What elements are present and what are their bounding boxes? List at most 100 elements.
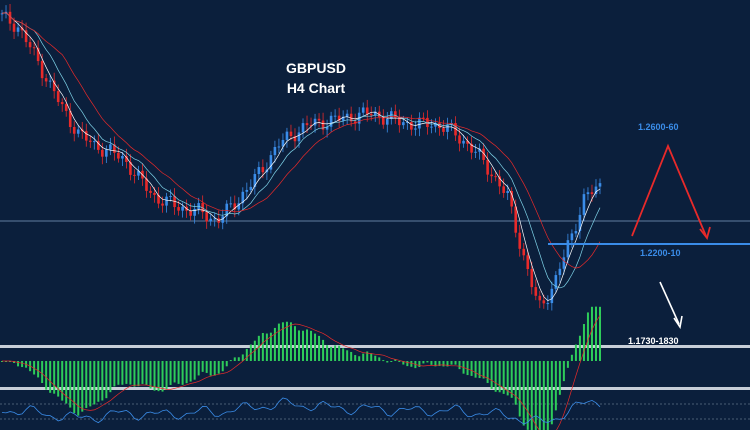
histogram-bar bbox=[402, 361, 405, 365]
candle-body bbox=[8, 11, 12, 24]
candle-body bbox=[317, 118, 321, 121]
candle-body bbox=[526, 255, 530, 270]
histogram-bar bbox=[37, 361, 40, 378]
candle-body bbox=[149, 190, 152, 193]
candle-body bbox=[518, 232, 522, 249]
candle-body bbox=[586, 192, 590, 195]
histogram-bar bbox=[358, 356, 361, 361]
oscillator-line bbox=[1, 397, 601, 425]
candle-body bbox=[88, 140, 92, 142]
histogram-bar bbox=[510, 361, 513, 398]
histogram-bar bbox=[9, 361, 12, 362]
candle-body bbox=[514, 206, 518, 233]
histogram-bar bbox=[486, 361, 489, 383]
histogram-bar bbox=[181, 361, 184, 385]
histogram-bar bbox=[173, 361, 176, 383]
histogram-bar bbox=[330, 346, 333, 361]
histogram-bar bbox=[69, 361, 72, 408]
candle-body bbox=[273, 146, 277, 156]
histogram-bar bbox=[205, 361, 208, 373]
candle-body bbox=[337, 115, 341, 121]
candle-body bbox=[40, 61, 44, 79]
level-label-middle: 1.2200-10 bbox=[640, 248, 681, 258]
candle-body bbox=[470, 143, 473, 153]
histogram-bar bbox=[506, 361, 509, 396]
histogram-bar bbox=[390, 361, 393, 362]
histogram-bar bbox=[149, 361, 152, 389]
candle-body bbox=[117, 152, 120, 159]
candle-body bbox=[566, 240, 570, 258]
candle-body bbox=[466, 140, 469, 144]
candle-body bbox=[177, 207, 180, 211]
histogram-bar bbox=[217, 361, 220, 374]
histogram-bar bbox=[514, 361, 517, 405]
histogram-bar bbox=[237, 357, 240, 361]
histogram-bar bbox=[378, 357, 381, 361]
candle-body bbox=[16, 27, 20, 32]
candle-body bbox=[398, 117, 401, 126]
histogram-bar bbox=[470, 361, 473, 376]
level-label-upper: 1.2600-60 bbox=[638, 122, 679, 132]
candle-body bbox=[574, 231, 578, 234]
candle-body bbox=[345, 113, 349, 117]
histogram-bar bbox=[53, 361, 56, 394]
histogram-bar bbox=[478, 361, 481, 379]
chart-subtitle: H4 Chart bbox=[286, 80, 346, 96]
histogram-bar bbox=[350, 351, 353, 361]
histogram-bar bbox=[494, 361, 497, 392]
candle-body bbox=[406, 121, 409, 123]
histogram-bar bbox=[93, 361, 96, 405]
histogram-bar bbox=[213, 361, 216, 376]
candle-body bbox=[438, 122, 441, 129]
candle-body bbox=[562, 257, 566, 269]
histogram-bar bbox=[590, 306, 593, 361]
histogram-bar bbox=[289, 322, 292, 361]
candle-body bbox=[229, 203, 233, 205]
candle-body bbox=[361, 107, 365, 113]
histogram-bar bbox=[97, 361, 100, 402]
candle-body bbox=[64, 104, 68, 111]
projection-arrowhead-down bbox=[673, 315, 683, 330]
histogram-bar bbox=[57, 361, 60, 397]
histogram-bar bbox=[5, 361, 8, 362]
candle-body bbox=[269, 155, 273, 170]
candle-body bbox=[365, 107, 369, 114]
candle-body bbox=[530, 269, 534, 288]
histogram-bar bbox=[189, 361, 192, 382]
candle-body bbox=[341, 116, 345, 121]
candle-body bbox=[97, 141, 100, 150]
histogram-bar bbox=[121, 361, 124, 385]
candle-body bbox=[133, 174, 136, 176]
histogram-bar bbox=[490, 361, 493, 390]
candle-body bbox=[550, 288, 554, 304]
histogram-bar bbox=[49, 361, 52, 393]
candle-body bbox=[76, 129, 80, 134]
histogram-bar bbox=[257, 335, 260, 361]
candle-body bbox=[28, 42, 32, 48]
histogram-bar bbox=[518, 361, 521, 417]
candle-body bbox=[257, 167, 261, 175]
histogram-bar bbox=[530, 361, 533, 430]
histogram-bar bbox=[398, 360, 401, 362]
histogram-bar bbox=[482, 361, 485, 379]
histogram-bar bbox=[193, 361, 196, 380]
candle-body bbox=[313, 118, 317, 126]
histogram-bar bbox=[342, 348, 345, 361]
candle-body bbox=[68, 110, 72, 127]
histogram-bar bbox=[221, 361, 224, 372]
histogram-bar bbox=[81, 361, 84, 412]
histogram-bar bbox=[586, 312, 589, 361]
histogram-bar bbox=[269, 332, 272, 361]
histogram-bar bbox=[273, 327, 276, 361]
chart-title: GBPUSD bbox=[286, 60, 346, 76]
histogram-bar bbox=[61, 361, 64, 401]
histogram-bar bbox=[113, 361, 116, 387]
histogram-bar bbox=[1, 361, 3, 362]
candle-body bbox=[285, 131, 289, 140]
candle-body bbox=[297, 132, 301, 142]
candle-body bbox=[478, 148, 481, 152]
candle-body bbox=[570, 233, 574, 241]
histogram-bar bbox=[285, 321, 288, 361]
candle-body bbox=[353, 121, 357, 124]
